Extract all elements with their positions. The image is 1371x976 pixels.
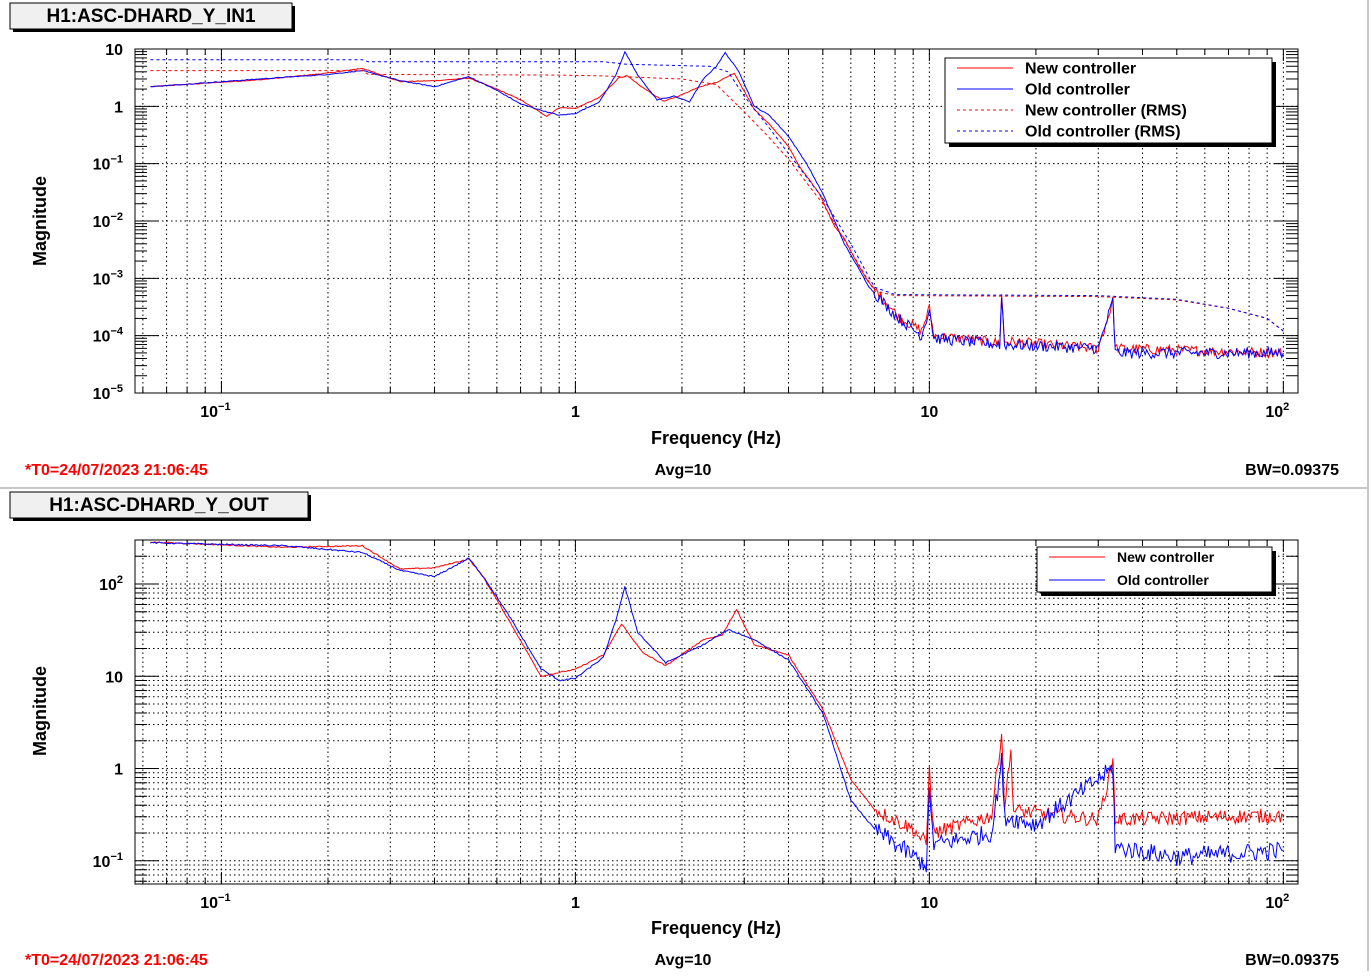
y-tick-label: 10−4 (93, 326, 124, 346)
t0-label: *T0=24/07/2023 21:06:45 (25, 462, 208, 479)
x-axis-label: Frequency (Hz) (651, 918, 781, 938)
legend-entry: Old controller (1117, 572, 1209, 588)
plot-title: H1:ASC-DHARD_Y_IN1 (46, 6, 255, 27)
plot-title: H1:ASC-DHARD_Y_OUT (49, 495, 269, 516)
legend-box (944, 57, 1273, 144)
x-tick-label: 1 (571, 404, 580, 421)
y-tick-label: 10−1 (93, 851, 123, 871)
bw-label: BW=0.09375 (1245, 462, 1339, 479)
avg-label: Avg=10 (655, 462, 712, 479)
series-line-new-controller (150, 541, 1284, 846)
legend-entry: Old controller (RMS) (1025, 124, 1181, 141)
x-tick-label: 102 (1265, 401, 1289, 421)
legend-entry: New controller (1117, 549, 1215, 565)
legend-box (1036, 546, 1273, 593)
series-line-old-controller (150, 541, 1284, 873)
series-line-new-controller-rms (150, 70, 1284, 332)
x-tick-label: 10−1 (200, 401, 230, 421)
y-tick-label: 10−1 (93, 154, 123, 174)
y-axis-label: Magnitude (30, 176, 50, 266)
x-tick-label: 102 (1265, 892, 1289, 912)
legend: New controller Old controller New controll… (944, 57, 1276, 147)
y-tick-label: 102 (99, 574, 123, 594)
y-tick-label: 10−2 (93, 211, 123, 231)
legend: New controller Old controller (1036, 546, 1276, 596)
y-tick-label: 10−5 (93, 383, 123, 403)
legend-entry: New controller (RMS) (1025, 103, 1187, 120)
title-box (9, 491, 309, 519)
legend-entry: Old controller (1025, 82, 1130, 99)
series-line-old-controller (150, 50, 1284, 360)
y-tick-label: 10−3 (93, 268, 123, 288)
title-box (9, 2, 293, 30)
y-axis-label: Magnitude (30, 666, 50, 756)
y-tick-label: 1 (114, 762, 123, 779)
plot-pad-in1[interactable]: H1:ASC-DHARD_Y_IN1 10−1 1 10 102 10 1 10−1 10−2… (9, 2, 1339, 479)
x-tick-label: 10 (920, 404, 938, 421)
avg-label: Avg=10 (655, 952, 712, 969)
bw-label: BW=0.09375 (1245, 952, 1339, 969)
x-tick-label: 10−1 (200, 892, 230, 912)
y-tick-label: 10 (105, 42, 123, 59)
x-tick-label: 1 (571, 895, 580, 912)
y-tick-label: 10 (105, 669, 123, 686)
series-line-new-controller (150, 67, 1284, 360)
series-line-old-controller-rms (150, 59, 1284, 332)
plot-pad-out[interactable]: H1:ASC-DHARD_Y_OUT 10−1 1 10 102 102 10 1 10−1 N… (9, 491, 1339, 969)
x-tick-label: 10 (920, 895, 938, 912)
x-axis-label: Frequency (Hz) (651, 428, 781, 448)
t0-label: *T0=24/07/2023 21:06:45 (25, 952, 208, 969)
legend-entry: New controller (1025, 61, 1136, 78)
y-tick-label: 1 (114, 99, 123, 116)
plot-frame (134, 539, 1299, 885)
